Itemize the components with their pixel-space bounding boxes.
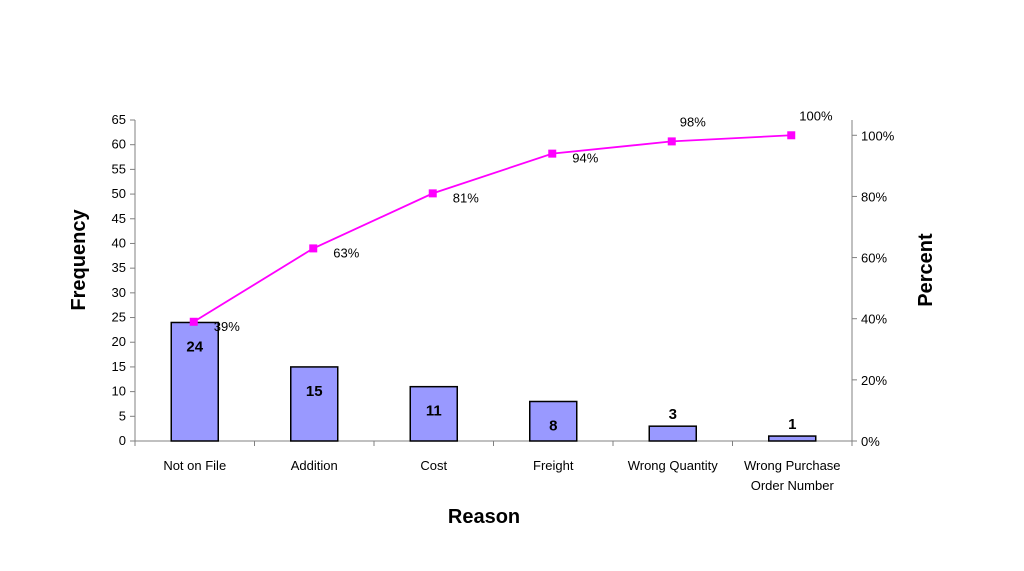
frequency-bars: 24 15 11 8 3 1 xyxy=(170,321,817,442)
x-tick-label: Wrong Quantity xyxy=(628,458,719,473)
cumulative-percent-label: 39% xyxy=(214,319,240,334)
bar xyxy=(170,321,219,442)
cumulative-marker xyxy=(787,131,796,140)
y-tick-label: 5 xyxy=(119,408,126,423)
y-axis-title: Frequency xyxy=(68,209,90,311)
y-tick-label: 25 xyxy=(112,310,126,325)
cumulative-marker xyxy=(309,244,318,253)
cumulative-marker xyxy=(667,137,676,146)
y-tick-label: 30 xyxy=(112,285,126,300)
bar-value-label: 24 xyxy=(186,338,203,355)
y-tick-label: 50 xyxy=(112,186,126,201)
x-tick-label: Not on File xyxy=(163,458,226,473)
y-tick-label: 55 xyxy=(112,161,126,176)
y2-tick-label: 40% xyxy=(861,312,887,327)
y2-tick-label: 100% xyxy=(861,128,895,143)
y-tick-label: 20 xyxy=(112,334,126,349)
y2-tick-label: 0% xyxy=(861,434,880,449)
bar xyxy=(768,435,817,442)
x-axis-title: Reason xyxy=(448,506,520,528)
y-tick-label: 45 xyxy=(112,211,126,226)
x-tick-label: Wrong Purchase Order Number xyxy=(744,458,841,493)
bar-value-label: 3 xyxy=(669,406,677,423)
x-tick-label: Addition xyxy=(291,458,338,473)
cumulative-percent-label: 98% xyxy=(680,114,706,129)
bar xyxy=(529,400,578,442)
y-tick-label: 40 xyxy=(112,235,126,250)
cumulative-marker xyxy=(189,317,198,326)
bar-value-label: 11 xyxy=(426,403,442,420)
y-tick-label: 35 xyxy=(112,260,126,275)
cumulative-marker xyxy=(548,149,557,158)
y-tick-label: 65 xyxy=(112,112,126,127)
y-tick-label: 60 xyxy=(112,137,126,152)
bar-value-label: 15 xyxy=(306,383,323,400)
cumulative-percent-label: 63% xyxy=(333,245,359,260)
cumulative-percent-label: 81% xyxy=(453,190,479,205)
y2-tick-label: 80% xyxy=(861,189,887,204)
y-tick-label: 15 xyxy=(112,359,126,374)
cumulative-percent-label: 94% xyxy=(572,151,598,166)
cumulative-percent-label: 100% xyxy=(799,108,833,123)
x-tick-label: Freight xyxy=(533,458,574,473)
y-tick-label: 0 xyxy=(119,433,126,448)
bar-value-label: 8 xyxy=(549,417,557,434)
bar-value-label: 1 xyxy=(788,416,796,433)
y-tick-label: 10 xyxy=(112,384,126,399)
y-axis-right-ticks: 0% 20% 40% 60% 80% 100% xyxy=(852,128,895,449)
bar xyxy=(290,366,339,442)
y2-axis-title: Percent xyxy=(915,233,937,307)
x-tick-label: Cost xyxy=(420,458,447,473)
bar xyxy=(409,385,458,442)
cumulative-percent-line: 39% 63% 81% 94% 98% 100% xyxy=(189,108,833,334)
y2-tick-label: 20% xyxy=(861,373,887,388)
cumulative-marker xyxy=(428,189,437,198)
bar xyxy=(648,425,697,442)
x-axis-ticks: Not on File Addition Cost Freight Wrong Quan… xyxy=(134,441,853,493)
y2-tick-label: 60% xyxy=(861,251,887,266)
cumulative-line xyxy=(193,134,792,323)
y-axis-left-ticks: 0 5 10 15 20 25 30 35 40 45 50 55 60 65 xyxy=(112,112,135,448)
